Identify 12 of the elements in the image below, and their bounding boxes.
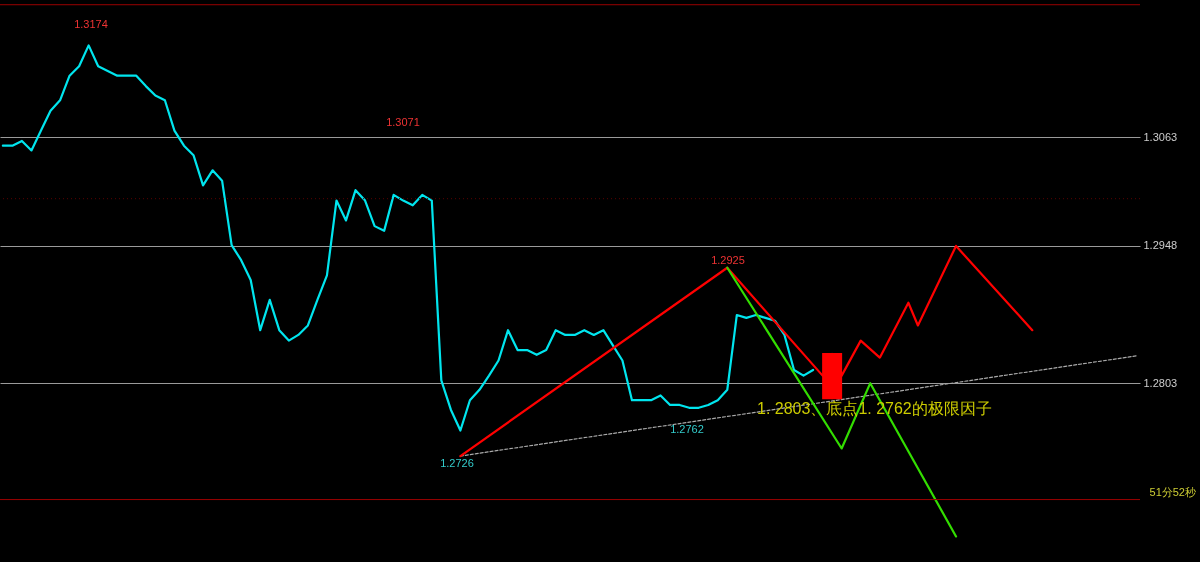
y-tick-label: 1.3063 <box>1143 130 1178 143</box>
y-tick-label: 1.2803 <box>1143 376 1178 389</box>
annotation: 1.3071 <box>386 116 420 128</box>
line-series <box>459 244 1034 458</box>
annotation: 1.3174 <box>74 18 108 30</box>
y-tick-label: 1.2948 <box>1143 239 1178 252</box>
annotation: 1.2925 <box>711 254 745 266</box>
line-series <box>1 44 815 432</box>
ref-line-label: 51分52秒 <box>1149 485 1196 498</box>
annotation: 1.2726 <box>440 457 474 469</box>
line-series <box>726 266 958 538</box>
annotation: 1.2762 <box>670 423 704 435</box>
